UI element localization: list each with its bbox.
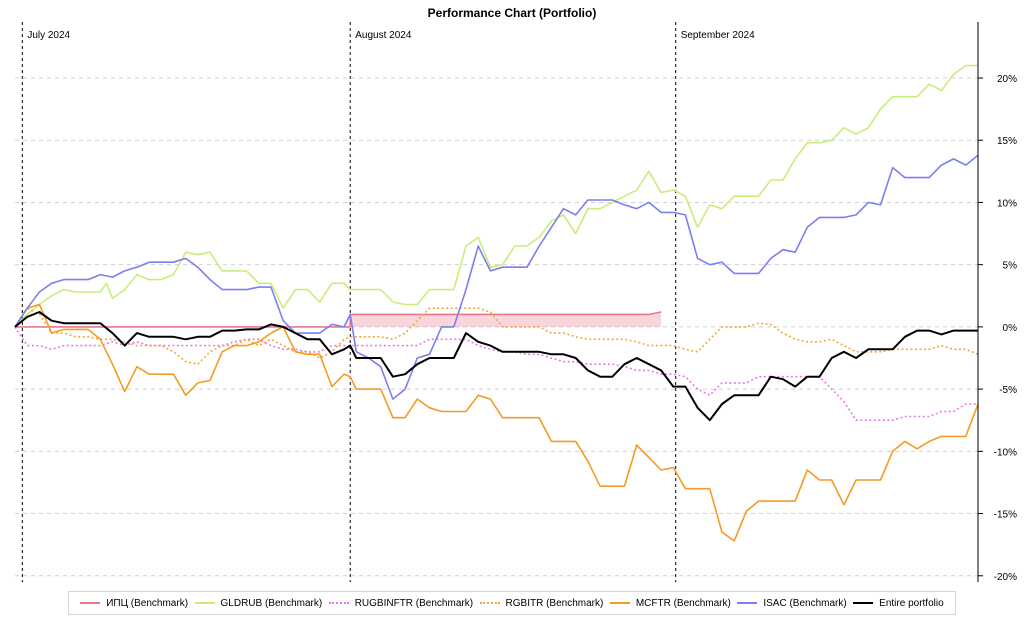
y-tick-label: -10%: [994, 447, 1017, 458]
y-tick-label: 5%: [1003, 261, 1018, 272]
y-tick-label: 10%: [997, 198, 1017, 209]
series-line-5: [14, 154, 979, 400]
month-label: July 2024: [27, 30, 70, 41]
legend-label: ISAC (Benchmark): [763, 597, 847, 609]
y-tick-label: -5%: [999, 385, 1017, 396]
chart-title: Performance Chart (Portfolio): [428, 6, 597, 20]
legend-label: GLDRUB (Benchmark): [220, 597, 323, 609]
legend-label: RGBITR (Benchmark): [505, 597, 604, 609]
series-line-1: [14, 64, 978, 328]
y-tick-label: 0%: [1003, 323, 1018, 334]
legend-item[interactable]: RGBITR (Benchmark): [479, 597, 604, 609]
y-tick-label: -15%: [994, 510, 1017, 521]
legend-item[interactable]: RUGBINFTR (Benchmark): [328, 597, 474, 609]
legend-item[interactable]: Entire portfolio: [853, 597, 944, 609]
y-tick-label: 15%: [997, 136, 1017, 147]
legend-swatch: [328, 602, 349, 604]
y-tick-label: -20%: [994, 572, 1017, 583]
legend-label: ИПЦ (Benchmark): [106, 597, 189, 609]
legend-item[interactable]: MCFTR (Benchmark): [609, 597, 731, 609]
month-label: September 2024: [681, 30, 755, 41]
series-layer: [14, 64, 979, 542]
y-tick-label: 20%: [997, 74, 1017, 85]
y-axis: 20% 15% 10% 5% 0% -5% -10% -15% -20%: [977, 22, 1018, 583]
series-line-4: [14, 303, 979, 542]
legend-label: MCFTR (Benchmark): [635, 597, 731, 609]
legend-item[interactable]: ISAC (Benchmark): [737, 597, 847, 609]
series-line-2: [14, 326, 978, 421]
month-label: August 2024: [355, 30, 412, 41]
legend-label: RUGBINFTR (Benchmark): [354, 597, 474, 609]
legend-swatch: [737, 602, 758, 604]
legend-swatch: [609, 602, 630, 604]
series-line-6: [14, 311, 978, 422]
legend-item[interactable]: GLDRUB (Benchmark): [194, 597, 323, 609]
legend-item[interactable]: ИПЦ (Benchmark): [80, 598, 188, 609]
legend-swatch: [194, 602, 215, 604]
grid-layer: July 2024 August 2024 September 2024: [15, 22, 978, 582]
series-line-0: [15, 311, 662, 328]
series-line-3: [14, 307, 979, 365]
legend-swatch: [479, 602, 500, 604]
legend-label: Entire portfolio: [879, 597, 944, 609]
legend: ИПЦ (Benchmark) GLDRUB (Benchmark) RUGBINF…: [68, 591, 956, 615]
legend-swatch: [80, 602, 101, 604]
legend-swatch: [853, 602, 874, 604]
